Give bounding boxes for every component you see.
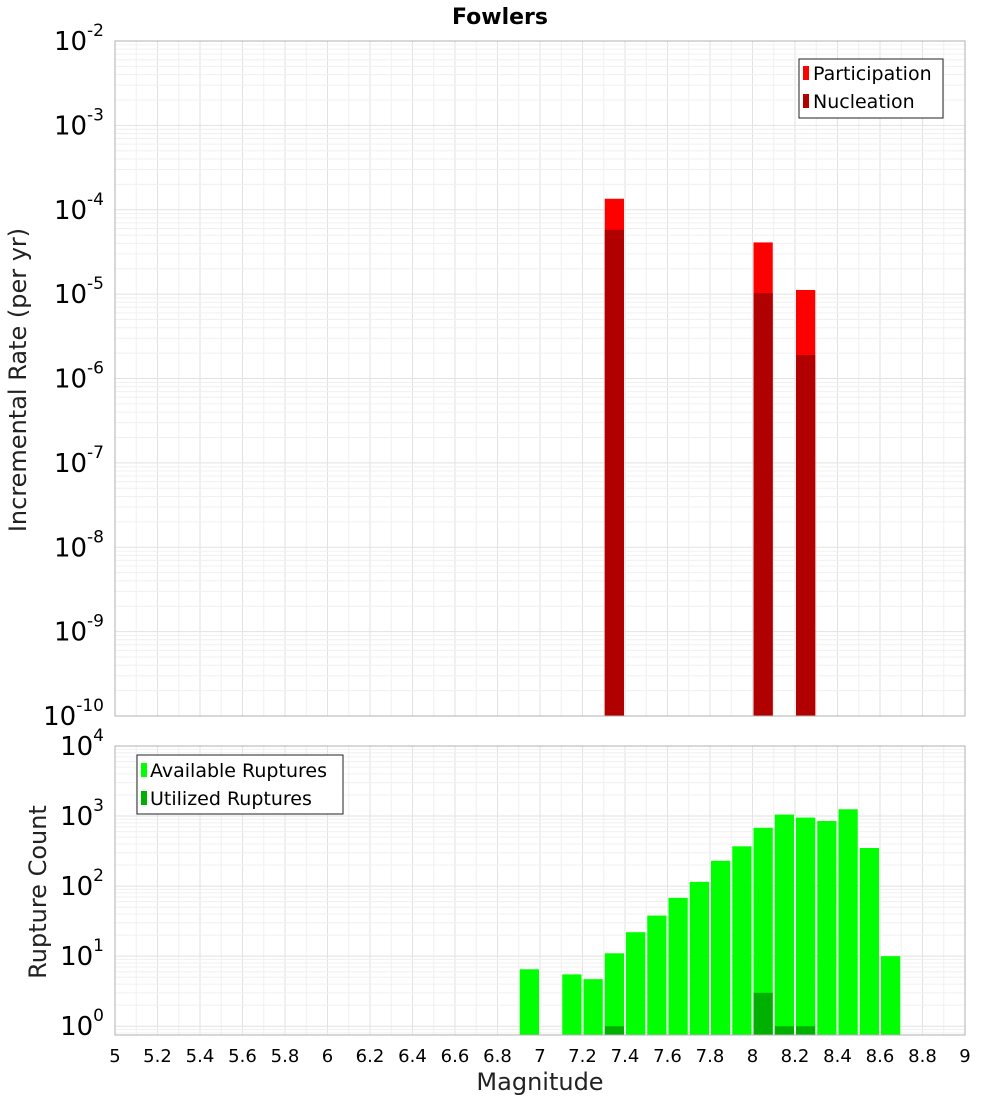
count-legend-box (136, 754, 344, 815)
rate-y-tick-label: 10-9 (54, 612, 104, 648)
count-y-tick-label: 103 (60, 796, 104, 832)
count-bar-a (838, 809, 858, 1035)
x-tick-label: 9 (959, 1046, 970, 1067)
count-bar-a (604, 953, 624, 1035)
x-tick-label: 7.2 (568, 1046, 597, 1067)
x-tick-label: 7.4 (611, 1046, 640, 1067)
rate-grid (114, 40, 966, 717)
x-tick-label: 7.8 (696, 1046, 725, 1067)
count-bar-a (647, 915, 667, 1035)
rate-bar-b (604, 229, 624, 717)
count-bars (519, 809, 901, 1035)
count-bar-a (562, 974, 582, 1035)
rate-y-tick-label: 10-2 (54, 21, 104, 57)
rate-y-tick-label: 10-5 (54, 274, 104, 310)
x-tick-label: 8.4 (823, 1046, 852, 1067)
count-bar-a (796, 817, 816, 1035)
count-plot-frame (114, 745, 966, 1036)
count-bar-b (774, 1026, 794, 1035)
rate-bar-b (753, 293, 773, 716)
rate-y-axis-label: Incremental Rate (per yr) (4, 228, 32, 532)
x-tick-label: 5.8 (271, 1046, 300, 1067)
count-bar-b (796, 1026, 816, 1035)
x-tick-label: 5 (109, 1046, 120, 1067)
legend-label-nucleation: Nucleation (813, 91, 915, 113)
x-tick-label: 8 (747, 1046, 758, 1067)
chart-title: Fowlers (452, 5, 548, 30)
count-bar-a (774, 814, 794, 1035)
x-tick-label: 7 (534, 1046, 545, 1067)
count-bar-a (753, 827, 773, 1035)
count-y-ticks: 100 101 102 103 104 (60, 726, 104, 1042)
legend-swatch-available (141, 763, 147, 777)
x-axis-label: Magnitude (476, 1068, 603, 1096)
count-bar-a (583, 979, 603, 1035)
legend-label-participation: Participation (813, 63, 932, 85)
rate-bar-b (796, 354, 816, 716)
rate-y-tick-label: 10-4 (54, 190, 104, 226)
count-bar-a (689, 881, 709, 1035)
count-bar-a (668, 897, 688, 1035)
rate-y-tick-label: 10-8 (54, 527, 104, 563)
x-tick-label: 6.2 (356, 1046, 385, 1067)
count-panel: 100 101 102 103 104 5 5.2 5.4 5.6 5.8 6 6.2 6.4 6.6 6… (24, 726, 971, 1096)
count-bar-a (881, 956, 901, 1035)
x-tick-label: 6.6 (441, 1046, 470, 1067)
rate-y-tick-label: 10-7 (54, 443, 104, 479)
x-tick-label: 5.2 (143, 1046, 172, 1067)
rate-y-tick-label: 10-6 (54, 359, 104, 395)
count-y-tick-label: 104 (60, 726, 104, 762)
x-tick-label: 6.4 (398, 1046, 427, 1067)
rate-y-ticks: 10-10 10-9 10-8 10-7 10-6 10-5 10-4 10-3 10-2 (43, 21, 104, 732)
x-tick-label: 6 (322, 1046, 333, 1067)
legend-swatch-nucleation (803, 94, 809, 108)
x-tick-label: 5.6 (228, 1046, 257, 1067)
rate-legend: Participation Nucleation (798, 58, 944, 119)
x-tick-label: 8.6 (866, 1046, 895, 1067)
rate-y-tick-label: 10-3 (54, 105, 104, 141)
count-bar-a (519, 969, 539, 1035)
count-bar-a (859, 848, 879, 1035)
count-y-tick-label: 102 (60, 866, 104, 902)
count-bar-b (753, 992, 773, 1035)
count-y-tick-label: 101 (60, 936, 104, 972)
count-bar-a (711, 860, 731, 1035)
x-ticks: 5 5.2 5.4 5.6 5.8 6 6.2 6.4 6.6 6.8 7 7.2 7.4 7.6 7.8 8… (109, 1046, 970, 1067)
x-tick-label: 5.4 (186, 1046, 215, 1067)
count-y-tick-label: 100 (60, 1006, 104, 1042)
legend-label-utilized: Utilized Ruptures (150, 788, 312, 810)
count-bar-b (604, 1026, 624, 1035)
rate-legend-box (798, 58, 944, 119)
x-tick-label: 8.2 (781, 1046, 810, 1067)
rate-y-tick-label: 10-10 (43, 696, 104, 732)
x-tick-label: 7.6 (653, 1046, 682, 1067)
x-tick-label: 6.8 (483, 1046, 512, 1067)
count-legend: Available Ruptures Utilized Ruptures (136, 754, 344, 815)
legend-swatch-utilized (141, 791, 147, 805)
legend-swatch-participation (803, 66, 809, 80)
legend-label-available: Available Ruptures (150, 760, 327, 782)
rate-panel: 10-10 10-9 10-8 10-7 10-6 10-5 10-4 10-3 10-2 In… (4, 21, 966, 732)
count-bar-a (626, 932, 646, 1035)
rate-plot-frame (114, 40, 966, 717)
rate-bars (604, 198, 816, 717)
count-bar-a (732, 846, 752, 1035)
x-tick-label: 8.8 (908, 1046, 937, 1067)
count-y-axis-label: Rupture Count (24, 805, 52, 979)
count-bar-a (817, 821, 837, 1035)
